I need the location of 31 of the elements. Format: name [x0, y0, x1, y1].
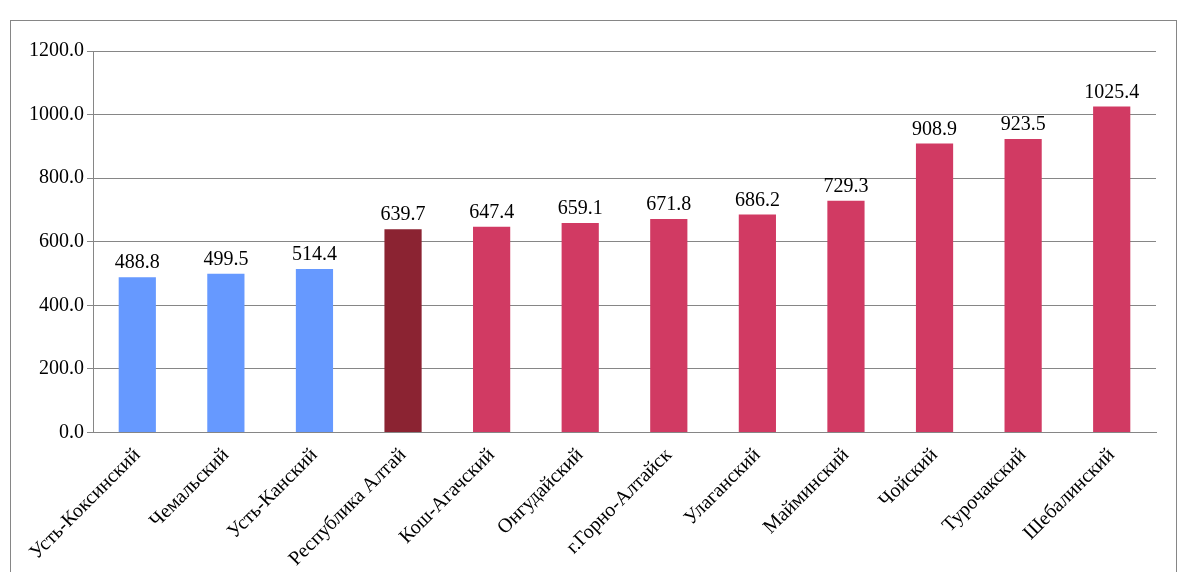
y-tick-label: 800.0 [39, 165, 84, 188]
bar [118, 277, 156, 433]
data-label: 671.8 [646, 192, 692, 215]
data-label: 686.2 [734, 187, 780, 210]
data-label: 639.7 [380, 202, 426, 225]
data-label: 729.3 [823, 173, 869, 196]
y-tick-label: 1000.0 [29, 101, 84, 124]
data-label: 1025.4 [1084, 79, 1140, 102]
y-tick-label: 200.0 [39, 356, 84, 379]
bar [1004, 138, 1042, 433]
data-label: 499.5 [203, 247, 249, 269]
bar [915, 143, 954, 433]
data-label: 923.5 [1000, 112, 1046, 135]
y-tick-label: 600.0 [39, 229, 84, 252]
bar [561, 223, 599, 433]
data-label: 908.9 [912, 116, 958, 139]
bar [1093, 106, 1131, 433]
bar [207, 273, 245, 433]
bar [650, 218, 688, 433]
y-tick-label: 0.0 [59, 419, 84, 442]
data-label: 647.4 [469, 199, 515, 222]
bar [295, 269, 334, 433]
bar [473, 226, 511, 433]
bar [384, 229, 422, 433]
bar [827, 200, 865, 433]
y-tick-label: 400.0 [39, 292, 84, 315]
data-label: 488.8 [114, 250, 160, 273]
bar [738, 214, 776, 433]
data-label: 514.4 [291, 242, 337, 265]
data-label: 659.1 [557, 196, 603, 219]
y-tick-label: 1200.0 [29, 38, 84, 61]
